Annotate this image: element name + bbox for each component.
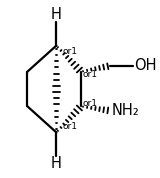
Text: or1: or1 [62,47,77,56]
Text: OH: OH [134,58,157,73]
Text: or1: or1 [62,122,77,131]
Text: or1: or1 [82,99,97,108]
Text: H: H [51,156,62,171]
Text: H: H [51,7,62,22]
Text: NH₂: NH₂ [111,103,139,118]
Text: or1: or1 [82,70,97,79]
